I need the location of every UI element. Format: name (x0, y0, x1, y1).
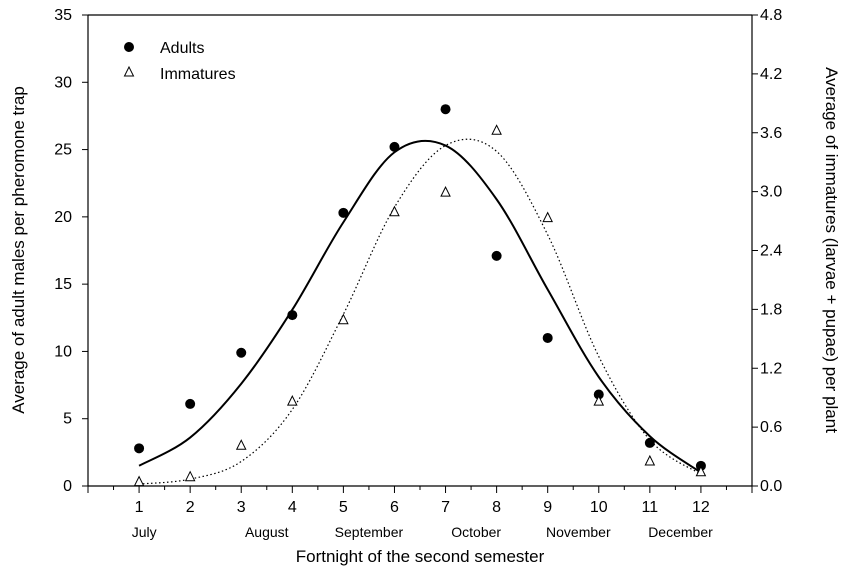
left-tick-label: 5 (63, 411, 72, 428)
adults-point (338, 207, 349, 218)
immatures-point (440, 186, 451, 197)
adults-point (185, 398, 196, 409)
adults-point (287, 310, 298, 321)
right-tick-label: 4.8 (760, 7, 782, 24)
right-tick-label: 3.0 (760, 184, 782, 201)
left-tick-label: 0 (63, 478, 72, 495)
month-label: August (245, 524, 289, 540)
left-tick-label: 35 (54, 7, 72, 24)
right-tick-label: 3.6 (760, 125, 782, 142)
immatures-point (695, 465, 707, 477)
right-tick-label: 4.2 (760, 66, 782, 83)
immatures-point (491, 124, 502, 135)
x-tick-label: 10 (590, 499, 608, 516)
adults-point (236, 347, 247, 358)
left-tick-label: 25 (54, 142, 72, 159)
left-tick-label: 15 (54, 276, 72, 293)
right-tick-label: 0.6 (760, 419, 782, 436)
right-y-axis-title: Average of immatures (larvae + pupae) pe… (822, 67, 841, 433)
right-tick-label: 0.0 (760, 478, 782, 495)
data-points (133, 104, 707, 487)
left-axis-ticks: 0 5 10 15 20 25 30 35 (54, 7, 88, 495)
month-label: September (335, 524, 404, 540)
right-tick-label: 1.2 (760, 360, 782, 377)
immatures-point (184, 470, 196, 482)
immatures-point (389, 205, 400, 217)
x-tick-label: 3 (237, 499, 246, 516)
left-tick-label: 10 (54, 343, 72, 360)
legend-adults-marker (124, 42, 134, 52)
immatures-point (593, 395, 605, 406)
month-labels: July August September October November Decemb… (132, 524, 713, 540)
immatures-point (235, 439, 247, 450)
legend-adults-label: Adults (160, 40, 204, 57)
adults-point (134, 443, 145, 454)
legend: Adults Immatures (123, 40, 236, 83)
adults-point (542, 332, 553, 343)
legend-immatures-label: Immatures (160, 66, 236, 83)
x-tick-label: 9 (543, 499, 552, 516)
immatures-point (338, 313, 349, 325)
immatures-point (133, 475, 145, 487)
month-label: December (648, 524, 713, 540)
plot-frame (87, 14, 753, 487)
right-tick-label: 2.4 (760, 243, 782, 260)
x-tick-label: 12 (692, 499, 710, 516)
immatures-point (286, 395, 298, 406)
x-tick-label: 2 (186, 499, 195, 516)
x-tick-label: 1 (135, 499, 144, 516)
fit-curves (138, 138, 702, 485)
adults-point (644, 437, 655, 448)
adults-point (440, 104, 451, 115)
left-tick-label: 30 (54, 74, 72, 91)
x-tick-label: 5 (339, 499, 348, 516)
immatures-point (644, 454, 656, 466)
x-tick-label: 7 (441, 499, 450, 516)
right-tick-label: 1.8 (760, 301, 782, 318)
month-label: October (451, 524, 501, 540)
x-axis-ticks: 1 2 3 4 5 6 7 8 9 10 11 12 (87, 486, 753, 516)
adults-point (593, 389, 604, 400)
adults-point (491, 250, 502, 261)
adults-point (389, 141, 400, 152)
adults-fit-curve (138, 139, 702, 474)
x-tick-label: 4 (288, 499, 297, 516)
month-label: November (546, 524, 611, 540)
x-tick-label: 6 (390, 499, 399, 516)
x-axis-title: Fortnight of the second semester (296, 547, 545, 566)
right-axis-ticks: 0.0 0.6 1.2 1.8 2.4 3.0 3.6 4.2 4.8 (752, 7, 782, 495)
legend-immatures-marker (123, 65, 135, 77)
month-label: July (132, 524, 157, 540)
x-tick-label: 11 (642, 499, 659, 516)
immatures-fit-curve (139, 138, 702, 485)
x-tick-label: 8 (492, 499, 501, 516)
left-tick-label: 20 (54, 209, 72, 226)
left-y-axis-title: Average of adult males per pheromone tra… (9, 86, 28, 414)
immatures-point (542, 211, 554, 223)
